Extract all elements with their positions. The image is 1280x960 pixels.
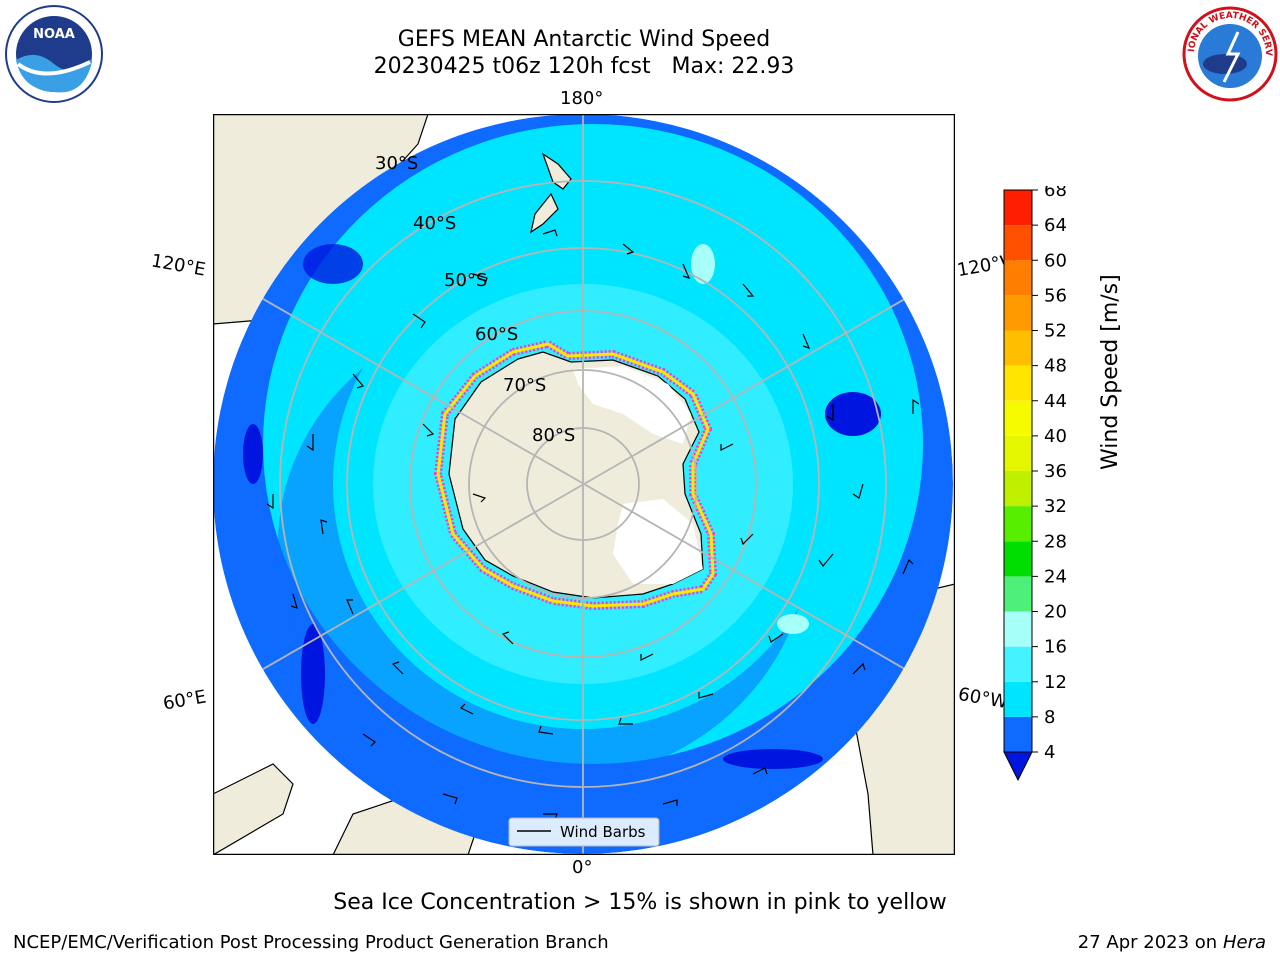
colorbar-bin: [1004, 260, 1032, 296]
lat-label-50s: 50°S: [444, 270, 487, 291]
colorbar-tick-label: 20: [1044, 602, 1067, 623]
lat-label-70s: 70°S: [503, 375, 546, 396]
colorbar-tick-label: 4: [1044, 742, 1055, 763]
colorbar-bin: [1004, 190, 1032, 226]
wind-barbs: [266, 229, 920, 821]
colorbar-tick-label: 56: [1044, 285, 1067, 306]
colorbar-tick-label: 48: [1044, 356, 1067, 377]
colorbar-tick-label: 16: [1044, 637, 1067, 658]
colorbar-bin: [1004, 506, 1032, 542]
footer-date-text: 27 Apr 2023 on: [1077, 932, 1223, 953]
colorbar-tick-label: 44: [1044, 391, 1067, 412]
lon-label-60e: 60°E: [161, 686, 208, 715]
lon-label-120e: 120°E: [149, 250, 208, 281]
colorbar-tick-label: 40: [1044, 426, 1067, 447]
land-africa: [213, 763, 294, 855]
colorbar-bin: [1004, 471, 1032, 507]
colorbar-tick-label: 8: [1044, 707, 1055, 728]
colorbar-bin: [1004, 576, 1032, 612]
lat-label-40s: 40°S: [413, 213, 456, 234]
wind-barb-legend: Wind Barbs: [508, 817, 660, 847]
colorbar-bin: [1004, 400, 1032, 436]
colorbar-bin: [1004, 611, 1032, 647]
colorbar-bin: [1004, 646, 1032, 682]
colorbar-bin: [1004, 716, 1032, 752]
colorbar-bin: [1004, 541, 1032, 577]
polar-map: 30°S 40°S 50°S 60°S 70°S 80°S Wind Barbs: [213, 114, 955, 855]
colorbar-bin: [1004, 681, 1032, 717]
colorbar-label: Wind Speed [m/s]: [1098, 274, 1123, 470]
colorbar-tick-label: 32: [1044, 496, 1067, 517]
colorbar-tick-label: 60: [1044, 250, 1067, 271]
lon-label-180: 180°: [560, 88, 604, 109]
colorbar-tick-label: 24: [1044, 566, 1067, 587]
colorbar-tick-label: 64: [1044, 215, 1067, 236]
footer-note: Sea Ice Concentration > 15% is shown in …: [333, 890, 947, 915]
colorbar-bin: [1004, 330, 1032, 366]
colorbar-bin: [1004, 295, 1032, 331]
noaa-logo: NOAA: [5, 5, 103, 103]
chart-subtitle: 20230425 t06z 120h fcst Max: 22.93: [373, 54, 795, 79]
legend-label: Wind Barbs: [560, 823, 646, 841]
lat-label-80s: 80°S: [532, 425, 575, 446]
lat-label-60s: 60°S: [475, 324, 518, 345]
footer-credit: NCEP/EMC/Verification Post Processing Pr…: [13, 932, 609, 953]
nws-logo: NATIONAL WEATHER SERVICE: [1180, 4, 1278, 102]
colorbar-bin: [1004, 365, 1032, 401]
colorbar-tick-label: 68: [1044, 186, 1067, 201]
lat-label-30s: 30°S: [375, 153, 418, 174]
lon-label-0: 0°: [572, 857, 593, 878]
colorbar-bin: [1004, 225, 1032, 261]
noaa-logo-text: NOAA: [33, 27, 75, 42]
colorbar-tick-label: 36: [1044, 461, 1067, 482]
colorbar-tick-label: 52: [1044, 321, 1067, 342]
colorbar-tick-label: 28: [1044, 531, 1067, 552]
footer-date: 27 Apr 2023 on Hera: [1078, 932, 1266, 953]
colorbar-tick-label: 12: [1044, 672, 1067, 693]
land-newzealand: [530, 152, 572, 234]
colorbar-bin: [1004, 435, 1032, 471]
chart-title: GEFS MEAN Antarctic Wind Speed: [397, 27, 771, 52]
colorbar-extend-arrow: [1003, 751, 1033, 782]
footer-host: Hera: [1222, 932, 1266, 953]
